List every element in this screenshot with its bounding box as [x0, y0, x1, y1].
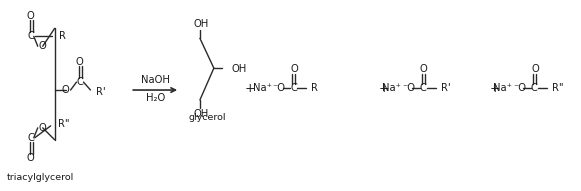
Text: C: C	[27, 31, 34, 41]
Text: +: +	[490, 82, 501, 95]
Text: R": R"	[552, 83, 564, 93]
Text: R': R'	[96, 87, 106, 97]
Text: Na⁺: Na⁺	[493, 83, 512, 93]
Text: O: O	[62, 85, 70, 95]
Text: NaOH: NaOH	[141, 75, 170, 85]
Text: O: O	[39, 123, 46, 133]
Text: Na⁺: Na⁺	[382, 83, 401, 93]
Text: +: +	[379, 82, 389, 95]
Text: ⁻O: ⁻O	[514, 83, 526, 93]
Text: H₂O: H₂O	[145, 93, 165, 103]
Text: O: O	[76, 57, 84, 67]
Text: R: R	[311, 83, 318, 93]
Text: +: +	[245, 82, 255, 95]
Text: C: C	[76, 77, 83, 87]
Text: O: O	[290, 64, 298, 74]
Text: O: O	[39, 41, 46, 51]
Text: C: C	[531, 83, 537, 93]
Text: OH: OH	[232, 64, 247, 74]
Text: O: O	[420, 64, 428, 74]
Text: glycerol: glycerol	[188, 113, 225, 122]
Text: O: O	[27, 11, 35, 21]
Text: C: C	[419, 83, 426, 93]
Text: Na⁺: Na⁺	[253, 83, 271, 93]
Text: OH: OH	[193, 109, 209, 119]
Text: ⁻O: ⁻O	[272, 83, 285, 93]
Text: triacylglycerol: triacylglycerol	[7, 173, 74, 182]
Text: ⁻O: ⁻O	[402, 83, 415, 93]
Text: C: C	[27, 133, 34, 143]
Text: O: O	[27, 153, 35, 163]
Text: R': R'	[441, 83, 450, 93]
Text: OH: OH	[193, 19, 209, 29]
Text: C: C	[290, 83, 297, 93]
Text: R": R"	[58, 119, 69, 129]
Text: R: R	[59, 31, 66, 41]
Text: O: O	[532, 64, 539, 74]
